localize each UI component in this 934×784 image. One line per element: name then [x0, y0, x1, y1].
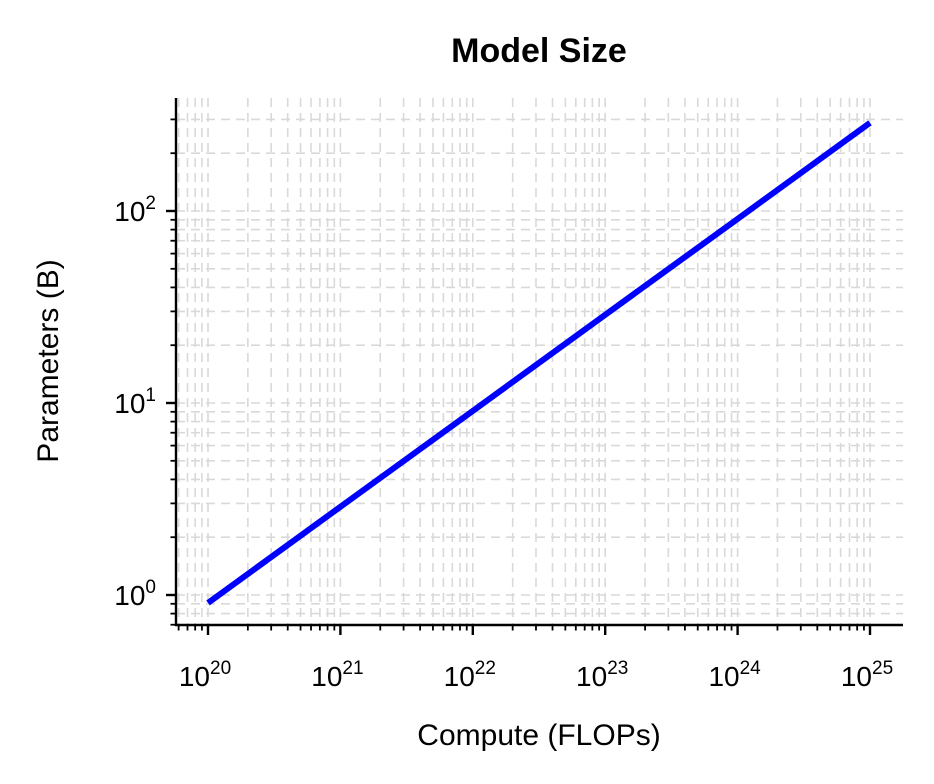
x-tick-label: 1022 [444, 658, 496, 692]
y-axis-label: Parameters (B) [32, 259, 65, 462]
x-tick-label: 1020 [179, 658, 231, 692]
series-line [206, 120, 872, 606]
x-tick-label: 1023 [576, 658, 628, 692]
x-tick-label: 1025 [841, 658, 893, 692]
tick-labels: 1020 1021 1022 1023 1024 1025 100 101 102 [114, 193, 893, 692]
grid-lines [176, 98, 903, 626]
x-axis-label: Compute (FLOPs) [417, 719, 660, 752]
tick-marks [166, 118, 872, 635]
y-tick-label: 101 [114, 385, 156, 419]
data-series [206, 120, 872, 606]
y-tick-label: 102 [114, 193, 156, 227]
chart-title: Model Size [451, 32, 627, 70]
x-tick-label: 1021 [311, 658, 363, 692]
x-tick-label: 1024 [708, 658, 761, 692]
y-tick-label: 100 [114, 577, 156, 611]
